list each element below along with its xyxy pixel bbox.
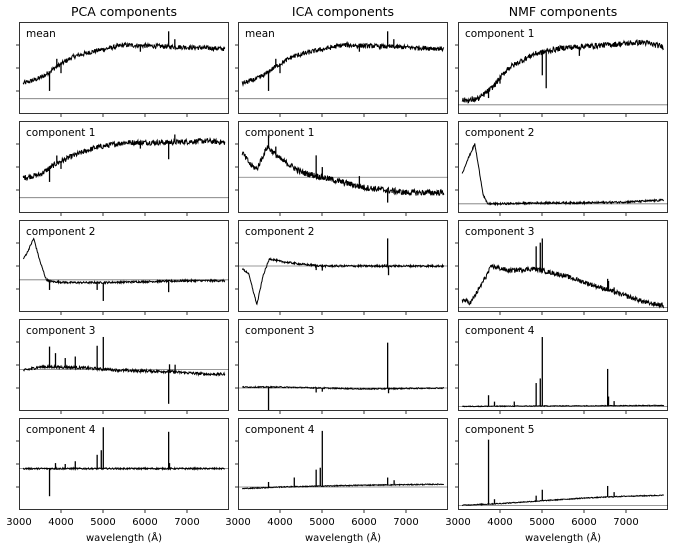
panel-frame	[458, 220, 668, 312]
column-title: PCA components	[71, 4, 177, 19]
panel-label: component 1	[26, 127, 95, 139]
x-axis-label: wavelength (Å)	[86, 531, 162, 544]
spectrum-line	[22, 136, 226, 182]
x-tick-label: 5000	[529, 517, 554, 528]
x-tick-label: 6000	[571, 517, 596, 528]
spectrum-line	[461, 263, 665, 309]
panel-frame	[238, 319, 448, 411]
panel-label: component 3	[245, 325, 314, 337]
panel-frame	[458, 121, 668, 213]
column-title: NMF components	[509, 4, 618, 19]
x-tick-label: 6000	[132, 517, 157, 528]
spectrum-line	[22, 466, 225, 471]
spectrum-line	[22, 237, 226, 285]
panel-frame	[238, 22, 448, 114]
panel-frame	[238, 121, 448, 213]
panel-label: component 3	[465, 226, 534, 238]
x-tick-label: 3000	[6, 517, 31, 528]
panel-label: component 4	[245, 424, 315, 436]
x-tick-label: 4000	[487, 517, 512, 528]
panel-label: component 1	[245, 127, 314, 139]
spectrum-panel: component 1	[235, 121, 448, 216]
spectrum-line	[241, 482, 445, 490]
spectrum-line	[23, 363, 226, 377]
spectrum-panel: component 3	[235, 319, 448, 414]
panel-frame	[19, 220, 229, 312]
panel-frame	[458, 418, 668, 510]
x-tick-label: 3000	[445, 517, 470, 528]
panel-label: component 2	[26, 226, 95, 238]
spectrum-panel: component 1	[455, 22, 668, 117]
panel-frame	[19, 22, 229, 114]
panel-frame	[19, 121, 229, 213]
spectrum-panel: component 2	[16, 220, 229, 315]
x-tick-label: 7000	[613, 517, 638, 528]
x-tick-label: 7000	[174, 517, 199, 528]
spectrum-panel: component 3	[16, 319, 229, 414]
spectrum-line	[242, 385, 445, 391]
x-tick-label: 4000	[48, 517, 73, 528]
x-tick-label: 4000	[267, 517, 292, 528]
panel-label: component 1	[465, 28, 534, 40]
spectrum-panel: component 2	[455, 121, 668, 216]
x-axis-label: wavelength (Å)	[305, 531, 381, 544]
x-tick-label: 6000	[351, 517, 376, 528]
panel-label: component 2	[465, 127, 534, 139]
spectrum-line	[461, 494, 664, 507]
spectrum-line	[241, 257, 445, 306]
panel-label: component 3	[26, 325, 95, 337]
x-axis-label: wavelength (Å)	[525, 531, 601, 544]
spectrum-panel: component 4 3000 4000 5000 6000 7000 wavelengt…	[6, 418, 229, 544]
panel-label: mean	[26, 28, 56, 40]
panel-label: component 4	[26, 424, 96, 436]
panel-frame	[458, 22, 668, 114]
panel-frame	[19, 319, 229, 411]
spectrum-line	[241, 145, 445, 197]
spectrum-panel: component 1	[16, 121, 229, 216]
panel-frame	[458, 319, 668, 411]
spectrum-panel: component 4 3000 4000 5000 6000 7000 wavelengt…	[225, 418, 448, 544]
panel-label: component 2	[245, 226, 314, 238]
spectrum-panel: mean	[235, 22, 448, 117]
panel-frame	[238, 418, 448, 510]
spectrum-panel: mean	[16, 22, 229, 117]
column-title: ICA components	[292, 4, 394, 19]
spectrum-line	[462, 404, 665, 408]
panel-label: component 4	[465, 325, 535, 337]
x-tick-label: 3000	[225, 517, 250, 528]
spectrum-panel: component 2	[235, 220, 448, 315]
spectrum-panel: component 4	[455, 319, 668, 414]
x-tick-label: 7000	[393, 517, 418, 528]
x-tick-label: 5000	[309, 517, 334, 528]
panel-frame	[238, 220, 448, 312]
spectrum-line	[461, 143, 665, 207]
panel-label: component 5	[465, 424, 534, 436]
spectrum-line	[461, 38, 664, 104]
spectrum-line	[241, 40, 445, 87]
spectrum-line	[22, 41, 226, 85]
spectrum-panel: component 5 3000 4000 5000 6000 7000 wavelengt…	[445, 418, 668, 544]
x-tick-label: 5000	[90, 517, 115, 528]
panel-label: mean	[245, 28, 275, 40]
panel-frame	[19, 418, 229, 510]
spectrum-panel: component 3	[455, 220, 668, 315]
